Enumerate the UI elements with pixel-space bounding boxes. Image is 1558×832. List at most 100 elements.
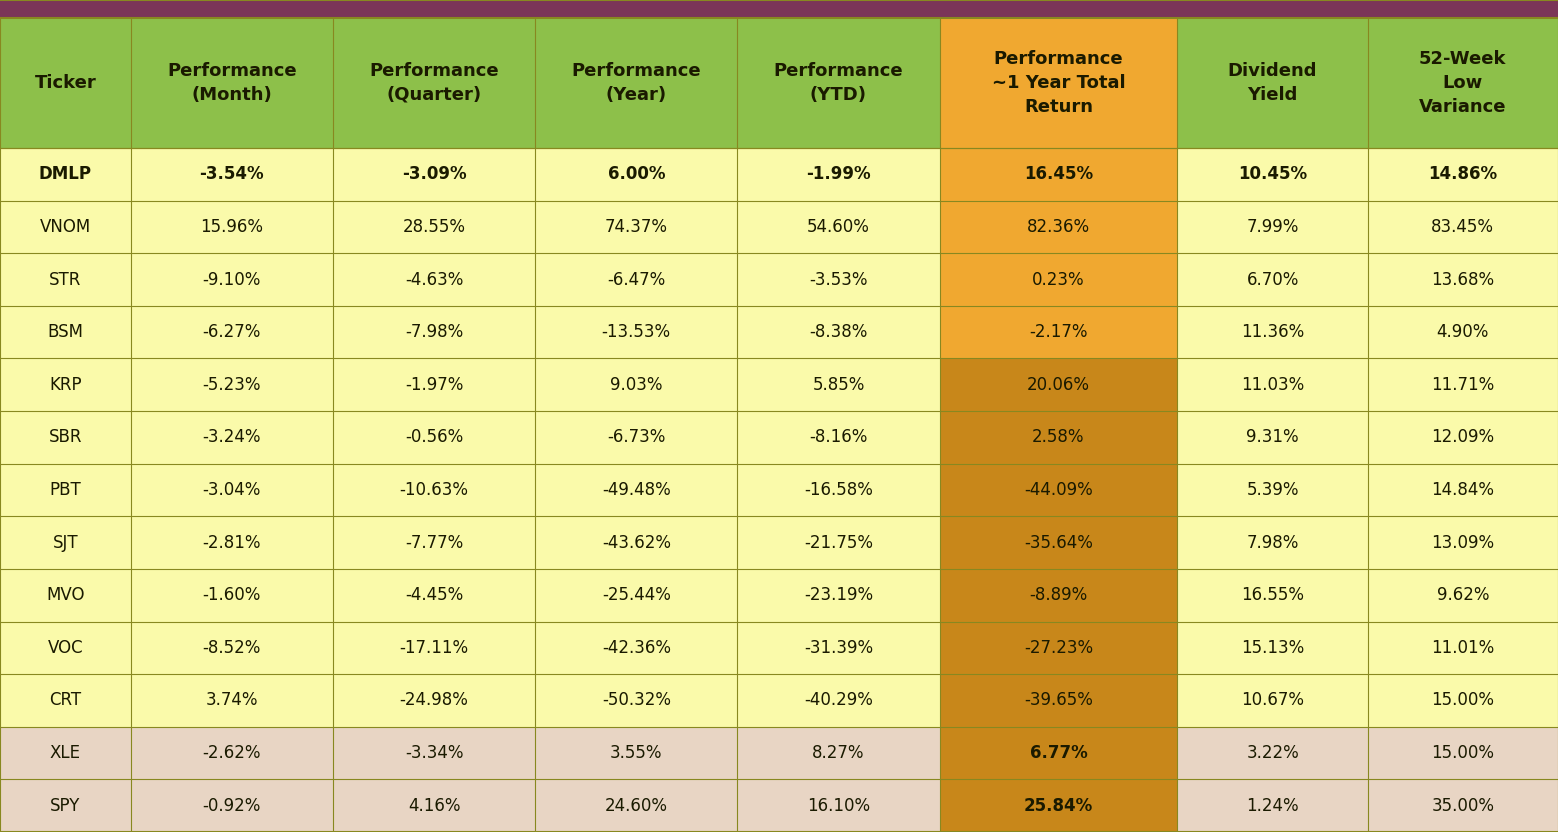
Text: 52-Week
Low
Variance: 52-Week Low Variance — [1419, 51, 1507, 116]
Bar — [0, 674, 131, 727]
Text: -42.36%: -42.36% — [601, 639, 671, 656]
Bar — [536, 18, 737, 148]
Text: -7.98%: -7.98% — [405, 323, 463, 341]
Bar — [131, 727, 333, 780]
Bar — [939, 463, 1178, 517]
Bar — [536, 411, 737, 463]
Bar — [333, 411, 536, 463]
Bar — [131, 359, 333, 411]
Text: SPY: SPY — [50, 797, 81, 815]
Text: MVO: MVO — [47, 587, 84, 604]
Text: 10.67%: 10.67% — [1242, 691, 1304, 710]
Bar — [939, 359, 1178, 411]
Bar — [737, 148, 939, 201]
Text: -8.89%: -8.89% — [1030, 587, 1087, 604]
Bar — [1178, 674, 1368, 727]
Text: 3.55%: 3.55% — [611, 744, 662, 762]
Text: CRT: CRT — [50, 691, 81, 710]
Bar — [939, 727, 1178, 780]
Text: -3.53%: -3.53% — [809, 270, 868, 289]
Text: 6.00%: 6.00% — [608, 166, 665, 183]
Text: -2.17%: -2.17% — [1030, 323, 1087, 341]
Bar — [0, 569, 131, 622]
Text: -3.09%: -3.09% — [402, 166, 466, 183]
Text: -16.58%: -16.58% — [804, 481, 872, 499]
Text: 11.03%: 11.03% — [1240, 376, 1304, 394]
Bar — [536, 253, 737, 306]
Text: 14.86%: 14.86% — [1429, 166, 1497, 183]
Bar — [1178, 359, 1368, 411]
Text: -49.48%: -49.48% — [601, 481, 670, 499]
Bar — [737, 253, 939, 306]
Bar — [131, 253, 333, 306]
Bar — [1178, 148, 1368, 201]
Bar — [939, 780, 1178, 832]
Text: 4.16%: 4.16% — [408, 797, 460, 815]
Bar — [1368, 253, 1558, 306]
Bar — [737, 411, 939, 463]
Bar — [0, 201, 131, 253]
Text: VNOM: VNOM — [41, 218, 90, 236]
Bar — [536, 674, 737, 727]
Text: -1.97%: -1.97% — [405, 376, 463, 394]
Bar — [536, 780, 737, 832]
Text: 20.06%: 20.06% — [1027, 376, 1091, 394]
Bar — [1178, 18, 1368, 148]
Text: 28.55%: 28.55% — [402, 218, 466, 236]
Bar — [131, 569, 333, 622]
Bar — [0, 0, 1558, 18]
Text: -0.92%: -0.92% — [203, 797, 262, 815]
Text: 11.71%: 11.71% — [1432, 376, 1494, 394]
Text: 6.77%: 6.77% — [1030, 744, 1087, 762]
Text: 13.68%: 13.68% — [1432, 270, 1494, 289]
Bar — [1368, 569, 1558, 622]
Bar — [939, 253, 1178, 306]
Text: -44.09%: -44.09% — [1024, 481, 1092, 499]
Bar — [0, 463, 131, 517]
Bar — [333, 780, 536, 832]
Bar — [333, 18, 536, 148]
Bar — [939, 622, 1178, 674]
Text: -27.23%: -27.23% — [1024, 639, 1094, 656]
Text: -8.38%: -8.38% — [809, 323, 868, 341]
Text: 4.90%: 4.90% — [1436, 323, 1489, 341]
Bar — [333, 359, 536, 411]
Text: -39.65%: -39.65% — [1024, 691, 1092, 710]
Text: 9.62%: 9.62% — [1436, 587, 1489, 604]
Bar — [1178, 780, 1368, 832]
Bar — [1368, 306, 1558, 359]
Bar — [737, 727, 939, 780]
Bar — [536, 727, 737, 780]
Text: 11.01%: 11.01% — [1432, 639, 1494, 656]
Bar — [1178, 463, 1368, 517]
Bar — [1368, 622, 1558, 674]
Bar — [536, 201, 737, 253]
Text: 15.96%: 15.96% — [201, 218, 263, 236]
Bar — [1368, 148, 1558, 201]
Bar — [131, 148, 333, 201]
Text: SBR: SBR — [48, 428, 83, 447]
Text: 7.98%: 7.98% — [1246, 533, 1299, 552]
Bar — [333, 148, 536, 201]
Bar — [1368, 780, 1558, 832]
Bar — [1178, 253, 1368, 306]
Text: -3.54%: -3.54% — [199, 166, 265, 183]
Bar — [939, 201, 1178, 253]
Bar — [131, 411, 333, 463]
Text: -43.62%: -43.62% — [601, 533, 671, 552]
Text: 24.60%: 24.60% — [605, 797, 668, 815]
Bar — [939, 674, 1178, 727]
Text: -4.45%: -4.45% — [405, 587, 463, 604]
Bar — [536, 569, 737, 622]
Text: -8.16%: -8.16% — [809, 428, 868, 447]
Text: 54.60%: 54.60% — [807, 218, 869, 236]
Bar — [737, 622, 939, 674]
Bar — [737, 201, 939, 253]
Bar — [1178, 727, 1368, 780]
Text: -6.47%: -6.47% — [608, 270, 665, 289]
Bar — [333, 622, 536, 674]
Text: 0.23%: 0.23% — [1033, 270, 1084, 289]
Text: Ticker: Ticker — [34, 74, 97, 92]
Text: 3.74%: 3.74% — [206, 691, 259, 710]
Text: 83.45%: 83.45% — [1432, 218, 1494, 236]
